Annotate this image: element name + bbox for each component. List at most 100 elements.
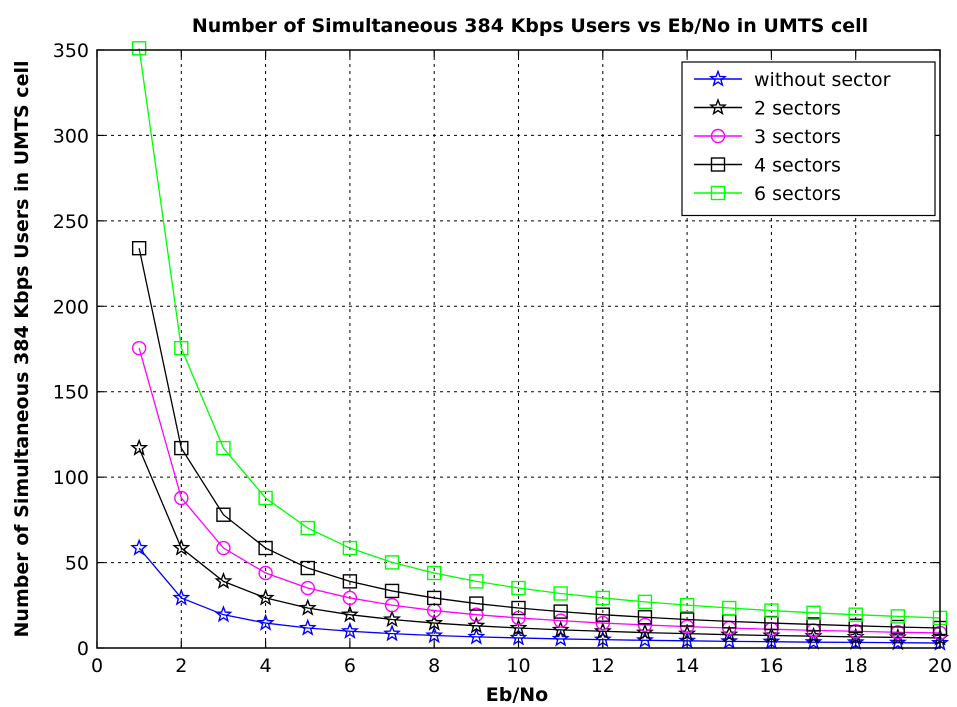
data-point	[298, 618, 317, 636]
data-point	[806, 617, 821, 632]
x-tick-label: 6	[344, 655, 356, 677]
data-point	[258, 565, 273, 581]
y-axis-label: Number of Simultaneous 384 Kbps Users in…	[11, 61, 33, 638]
legend-label: 2 sectors	[754, 98, 841, 120]
data-point	[722, 600, 737, 616]
data-point	[553, 613, 568, 628]
data-point	[131, 41, 147, 56]
series-layer	[130, 41, 950, 651]
data-point	[174, 440, 189, 456]
data-point	[467, 627, 486, 645]
data-point	[384, 583, 400, 599]
series	[131, 41, 948, 626]
x-tick-label: 2	[175, 655, 187, 677]
y-tick-label: 100	[53, 467, 89, 489]
data-point	[256, 588, 275, 606]
data-point	[384, 555, 400, 570]
legend-entry: without sector	[694, 69, 891, 91]
data-point	[806, 605, 821, 621]
data-point	[383, 609, 402, 628]
x-tick-label: 8	[428, 655, 440, 677]
legend-label: 3 sectors	[754, 126, 841, 148]
legend-label: 4 sectors	[754, 155, 841, 177]
data-point	[256, 613, 275, 631]
legend: without sector 2 sectors 3 sectors 4 sector…	[681, 61, 936, 217]
x-tick-label: 20	[928, 655, 952, 677]
series-line	[138, 447, 941, 639]
x-tick-label: 4	[260, 655, 272, 677]
data-point	[679, 597, 695, 613]
data-point	[216, 440, 231, 456]
data-point	[174, 340, 189, 356]
data-point	[258, 540, 273, 556]
data-point	[890, 609, 906, 624]
data-point	[637, 617, 653, 633]
data-point	[172, 538, 191, 556]
data-point	[469, 596, 484, 611]
data-point	[384, 597, 400, 613]
data-point	[130, 538, 149, 556]
data-point	[172, 588, 191, 606]
x-tick-label: 10	[506, 655, 530, 677]
data-point	[804, 632, 823, 650]
x-tick-label: 14	[675, 655, 699, 677]
data-point	[131, 240, 147, 256]
data-point	[888, 633, 907, 651]
series-line	[138, 547, 941, 644]
legend-label: 6 sectors	[754, 183, 841, 205]
data-point	[214, 571, 233, 590]
data-point	[427, 565, 442, 581]
y-tick-label: 350	[53, 40, 89, 62]
legend-entry: 2 sectors	[694, 98, 841, 120]
data-point	[340, 621, 359, 639]
data-point	[764, 603, 779, 618]
legend-entry: 3 sectors	[694, 126, 841, 148]
data-point	[300, 520, 315, 536]
data-point	[469, 574, 484, 589]
chart-title: Number of Simultaneous 384 Kbps Users vs…	[192, 15, 868, 37]
y-tick-label: 300	[53, 125, 89, 147]
data-point	[467, 616, 486, 634]
data-point	[511, 600, 526, 616]
data-point	[130, 438, 149, 456]
data-point	[300, 560, 315, 576]
data-point	[710, 128, 726, 144]
data-point	[342, 574, 358, 589]
legend-entry: 6 sectors	[694, 183, 841, 205]
data-point	[710, 157, 726, 172]
data-point	[216, 507, 231, 522]
data-point	[131, 340, 147, 356]
data-point	[553, 586, 568, 601]
data-point	[551, 620, 570, 638]
data-point	[425, 613, 444, 631]
data-point	[298, 598, 317, 616]
data-point	[258, 490, 273, 506]
y-tick-label: 250	[53, 211, 89, 233]
y-tick-label: 0	[77, 638, 89, 660]
x-tick-label: 12	[591, 655, 615, 677]
legend-label: without sector	[754, 69, 891, 91]
data-point	[383, 624, 402, 642]
data-point	[553, 604, 568, 619]
legend-entry: 4 sectors	[694, 155, 841, 177]
data-point	[890, 619, 906, 635]
x-tick-label: 16	[759, 655, 783, 677]
data-point	[708, 98, 728, 116]
data-point	[595, 615, 610, 631]
data-point	[425, 626, 444, 644]
data-point	[340, 605, 359, 623]
x-tick-label: 18	[844, 655, 868, 677]
data-point	[469, 607, 484, 622]
x-axis-label: Eb/No	[486, 684, 548, 706]
x-tick-label: 0	[91, 655, 103, 677]
data-point	[595, 590, 610, 606]
y-tick-label: 50	[65, 553, 89, 575]
data-point	[679, 612, 695, 627]
data-point	[511, 610, 526, 626]
y-tick-label: 200	[53, 296, 89, 318]
data-point	[637, 594, 653, 610]
data-point	[216, 540, 231, 556]
data-point	[214, 605, 233, 623]
